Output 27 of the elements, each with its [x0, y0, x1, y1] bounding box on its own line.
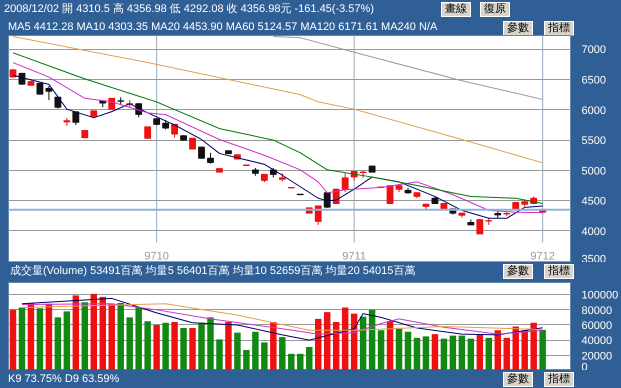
button: 參數	[503, 21, 533, 36]
button: 指標	[544, 264, 574, 279]
title: 2008/12/02 開 4310.5 高 4356.98 低 4292.08 收 4356.98元 -161.45(-3.57%)	[4, 3, 374, 16]
y-tick-label: 4500	[582, 196, 606, 208]
button: 參數	[503, 372, 533, 387]
y-tick-label: 7000	[582, 44, 606, 56]
button: 復原	[480, 2, 510, 17]
button: 指標	[544, 372, 574, 387]
button: 指標	[544, 21, 574, 36]
x-tick-label: 9712	[530, 250, 555, 262]
x-tick-label: 9711	[342, 250, 366, 262]
y-tick-label: 20000	[582, 350, 612, 362]
subtitle: MA5 4412.28 MA10 4303.35 MA20 4453.90 MA60 5124.57 MA120 6171.61 MA240 N/A	[8, 21, 438, 34]
x-tick-label: 9710	[144, 250, 169, 262]
y-tick-label: 6500	[582, 74, 606, 86]
y-tick-label: 80000	[582, 304, 612, 317]
annotation: K9 73.75% D9 63.59%	[8, 373, 120, 386]
y-tick-label: 5500	[582, 135, 606, 148]
y-tick-label: 40000	[582, 335, 612, 348]
title: 成交量(Volume) 53491百萬 均量5 56401百萬 均量10 52659百萬 均量20 54015百萬	[10, 265, 416, 278]
button: 參數	[503, 264, 533, 279]
y-tick-label: 100000	[582, 290, 618, 302]
y-tick-label: 5000	[582, 165, 606, 178]
y-tick-label: 4000	[582, 226, 606, 238]
y-tick-label: 60000	[582, 320, 612, 332]
button: 畫線	[441, 2, 471, 17]
y-tick-label: 6000	[582, 104, 606, 117]
